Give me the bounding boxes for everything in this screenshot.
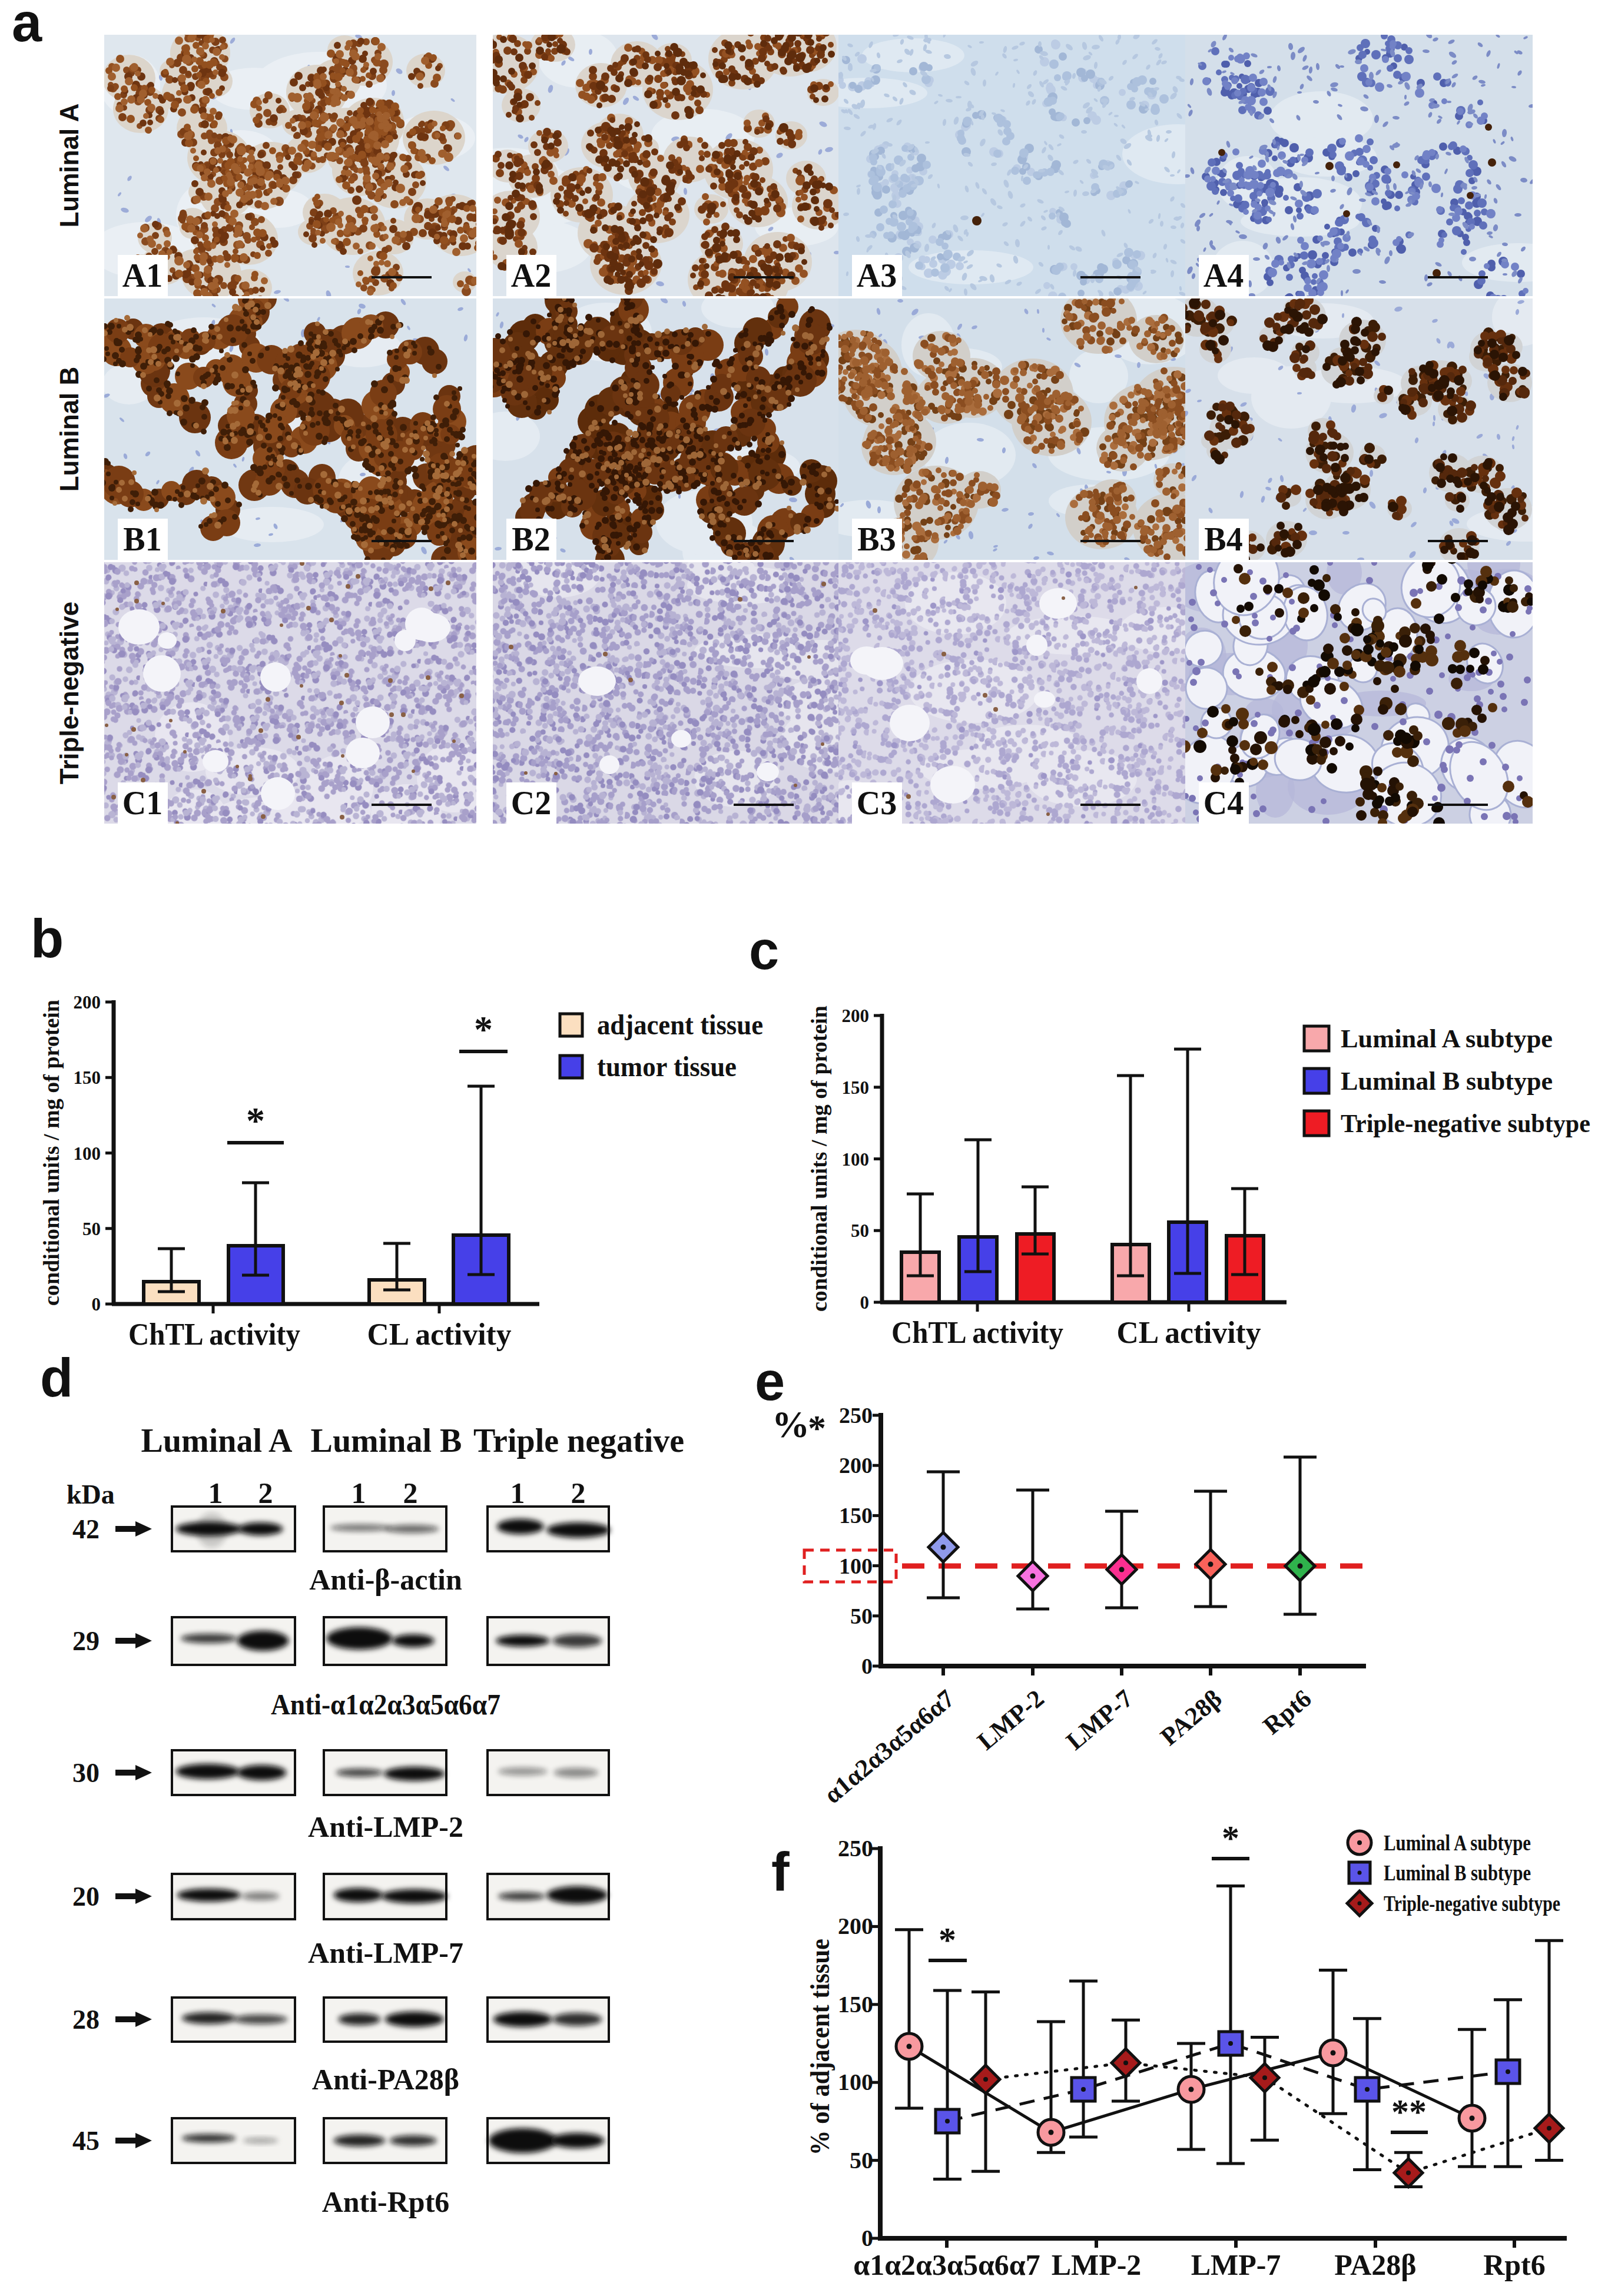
svg-text:2: 2: [403, 1477, 418, 1509]
svg-text:20: 20: [72, 1882, 100, 1912]
svg-text:C1: C1: [122, 785, 163, 821]
svg-text:Anti-PA28β: Anti-PA28β: [312, 2063, 459, 2096]
svg-text:B1: B1: [123, 521, 161, 558]
svg-text:*: *: [246, 1100, 265, 1142]
svg-text:%: %: [772, 1404, 810, 1445]
svg-text:A3: A3: [857, 257, 897, 294]
svg-text:50: 50: [850, 2147, 873, 2174]
svg-text:Luminal A: Luminal A: [55, 103, 84, 227]
svg-text:adjacent tissue: adjacent tissue: [597, 1009, 763, 1040]
svg-text:Luminal A: Luminal A: [141, 1422, 293, 1459]
svg-text:α1α2α3α5α6α7: α1α2α3α5α6α7: [853, 2248, 1040, 2281]
svg-text:LMP-7: LMP-7: [1191, 2248, 1281, 2281]
svg-text:Luminal B: Luminal B: [55, 367, 84, 492]
svg-text:c: c: [749, 920, 779, 980]
svg-text:0: 0: [861, 2225, 873, 2251]
svg-text:A1: A1: [122, 257, 163, 294]
svg-text:100: 100: [74, 1143, 101, 1164]
svg-text:0: 0: [92, 1294, 101, 1315]
svg-text:f: f: [771, 1842, 790, 1902]
svg-text:28: 28: [72, 2005, 100, 2035]
svg-text:kDa: kDa: [67, 1479, 115, 1509]
svg-text:Luminal B subtype: Luminal B subtype: [1341, 1067, 1553, 1096]
svg-text:100: 100: [842, 1149, 870, 1170]
svg-text:**: **: [1391, 2092, 1427, 2131]
svg-text:conditional units / mg of prot: conditional units / mg of protein: [807, 1006, 831, 1312]
svg-text:C2: C2: [511, 785, 551, 821]
svg-text:0: 0: [860, 1292, 870, 1313]
svg-text:Anti-β-actin: Anti-β-actin: [309, 1563, 462, 1596]
svg-text:150: 150: [74, 1067, 101, 1088]
svg-text:C4: C4: [1203, 785, 1244, 821]
svg-text:150: 150: [839, 1503, 873, 1528]
svg-text:1: 1: [510, 1477, 525, 1509]
svg-text:150: 150: [838, 1991, 873, 2018]
svg-text:Anti-Rpt6: Anti-Rpt6: [322, 2185, 450, 2218]
svg-text:tumor tissue: tumor tissue: [597, 1051, 737, 1082]
svg-text:PA28β: PA28β: [1334, 2248, 1416, 2281]
svg-text:Anti-LMP-2: Anti-LMP-2: [308, 1810, 463, 1843]
svg-text:ChTL activity: ChTL activity: [128, 1318, 300, 1351]
svg-text:Luminal B subtype: Luminal B subtype: [1384, 1861, 1531, 1885]
svg-text:1: 1: [352, 1477, 366, 1509]
svg-text:b: b: [31, 908, 64, 968]
svg-text:*: *: [939, 1920, 956, 1959]
svg-text:CL activity: CL activity: [1117, 1316, 1261, 1349]
svg-text:30: 30: [72, 1758, 100, 1788]
svg-text:*: *: [474, 1008, 493, 1050]
svg-text:29: 29: [72, 1626, 100, 1656]
svg-text:Luminal B: Luminal B: [311, 1422, 462, 1459]
svg-text:d: d: [40, 1348, 73, 1408]
svg-text:Triple negative: Triple negative: [473, 1422, 684, 1459]
svg-text:200: 200: [839, 1453, 873, 1478]
svg-text:*: *: [808, 1408, 826, 1448]
svg-text:B3: B3: [857, 521, 896, 558]
svg-text:200: 200: [838, 1913, 873, 1939]
svg-text:150: 150: [842, 1077, 870, 1098]
svg-text:50: 50: [850, 1604, 873, 1628]
svg-text:1: 1: [208, 1477, 223, 1509]
svg-text:Triple-negative subtype: Triple-negative subtype: [1341, 1109, 1590, 1138]
svg-text:2: 2: [258, 1477, 273, 1509]
svg-text:100: 100: [838, 2069, 873, 2095]
svg-text:200: 200: [842, 1006, 870, 1026]
svg-text:A4: A4: [1203, 257, 1244, 294]
svg-text:C3: C3: [857, 785, 897, 821]
svg-text:conditional units / mg of prot: conditional units / mg of protein: [39, 1000, 64, 1306]
svg-text:250: 250: [838, 1835, 873, 1862]
svg-text:Triple-negative: Triple-negative: [55, 602, 84, 785]
svg-text:LMP-2: LMP-2: [1052, 2248, 1142, 2281]
svg-text:e: e: [755, 1351, 785, 1411]
svg-text:Anti-LMP-7: Anti-LMP-7: [308, 1936, 463, 1969]
svg-text:Anti-α1α2α3α5α6α7: Anti-α1α2α3α5α6α7: [271, 1688, 500, 1721]
svg-text:% of adjacent tissue: % of adjacent tissue: [805, 1939, 835, 2155]
svg-text:B4: B4: [1204, 521, 1242, 558]
svg-text:Rpt6: Rpt6: [1483, 2248, 1546, 2281]
svg-text:0: 0: [861, 1654, 873, 1678]
svg-text:Luminal A subtype: Luminal A subtype: [1341, 1024, 1553, 1053]
svg-text:100: 100: [839, 1554, 873, 1578]
svg-text:50: 50: [82, 1219, 101, 1239]
svg-text:a: a: [12, 0, 42, 52]
svg-text:45: 45: [72, 2126, 100, 2156]
svg-text:42: 42: [72, 1514, 100, 1544]
svg-text:CL activity: CL activity: [367, 1318, 512, 1351]
svg-text:Triple-negative subtype: Triple-negative subtype: [1384, 1892, 1560, 1916]
svg-text:B2: B2: [512, 521, 550, 558]
svg-text:*: *: [1222, 1819, 1239, 1857]
svg-text:A2: A2: [511, 257, 551, 294]
svg-text:200: 200: [74, 992, 101, 1013]
svg-text:ChTL activity: ChTL activity: [891, 1316, 1063, 1349]
svg-text:Luminal A subtype: Luminal A subtype: [1384, 1831, 1531, 1855]
svg-text:50: 50: [851, 1220, 869, 1241]
svg-text:2: 2: [571, 1477, 586, 1509]
svg-text:250: 250: [839, 1403, 873, 1428]
